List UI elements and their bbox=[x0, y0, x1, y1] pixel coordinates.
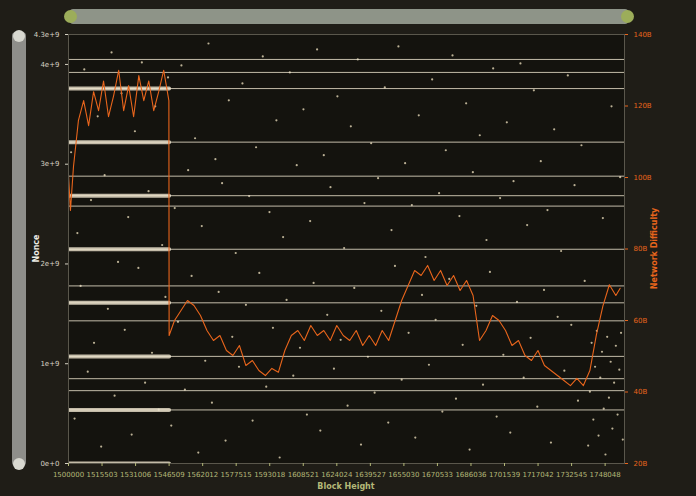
svg-text:1577515: 1577515 bbox=[221, 471, 252, 479]
svg-text:1717042: 1717042 bbox=[522, 471, 553, 479]
svg-text:1515503: 1515503 bbox=[86, 471, 117, 479]
svg-text:1748048: 1748048 bbox=[590, 471, 621, 479]
svg-text:1624024: 1624024 bbox=[321, 471, 353, 479]
svg-text:20B: 20B bbox=[634, 460, 648, 468]
svg-text:1701539: 1701539 bbox=[489, 471, 520, 479]
svg-text:1639527: 1639527 bbox=[355, 471, 386, 479]
svg-text:1655030: 1655030 bbox=[388, 471, 419, 479]
svg-text:1531006: 1531006 bbox=[120, 471, 152, 479]
svg-text:3e+9: 3e+9 bbox=[40, 160, 59, 168]
svg-text:100B: 100B bbox=[634, 174, 652, 182]
svg-text:Nonce: Nonce bbox=[32, 234, 41, 263]
svg-text:120B: 120B bbox=[634, 102, 652, 110]
svg-text:1686036: 1686036 bbox=[455, 471, 487, 479]
svg-text:4.3e+9: 4.3e+9 bbox=[34, 31, 60, 39]
svg-text:Block Height: Block Height bbox=[317, 482, 374, 491]
svg-text:40B: 40B bbox=[634, 388, 648, 396]
svg-text:1546509: 1546509 bbox=[154, 471, 185, 479]
svg-text:2e+9: 2e+9 bbox=[40, 260, 59, 268]
svg-text:60B: 60B bbox=[634, 317, 648, 325]
svg-text:0e+0: 0e+0 bbox=[40, 460, 59, 468]
svg-text:1500000: 1500000 bbox=[53, 471, 84, 479]
svg-text:80B: 80B bbox=[634, 245, 648, 253]
svg-text:1608521: 1608521 bbox=[288, 471, 319, 479]
svg-text:140B: 140B bbox=[634, 31, 652, 39]
svg-text:1670533: 1670533 bbox=[422, 471, 453, 479]
svg-text:1593018: 1593018 bbox=[254, 471, 285, 479]
svg-text:1562012: 1562012 bbox=[187, 471, 218, 479]
svg-text:1732545: 1732545 bbox=[556, 471, 587, 479]
svg-text:4e+9: 4e+9 bbox=[40, 61, 59, 69]
svg-text:Network Difficulty: Network Difficulty bbox=[650, 207, 659, 289]
svg-text:1e+9: 1e+9 bbox=[40, 360, 59, 368]
